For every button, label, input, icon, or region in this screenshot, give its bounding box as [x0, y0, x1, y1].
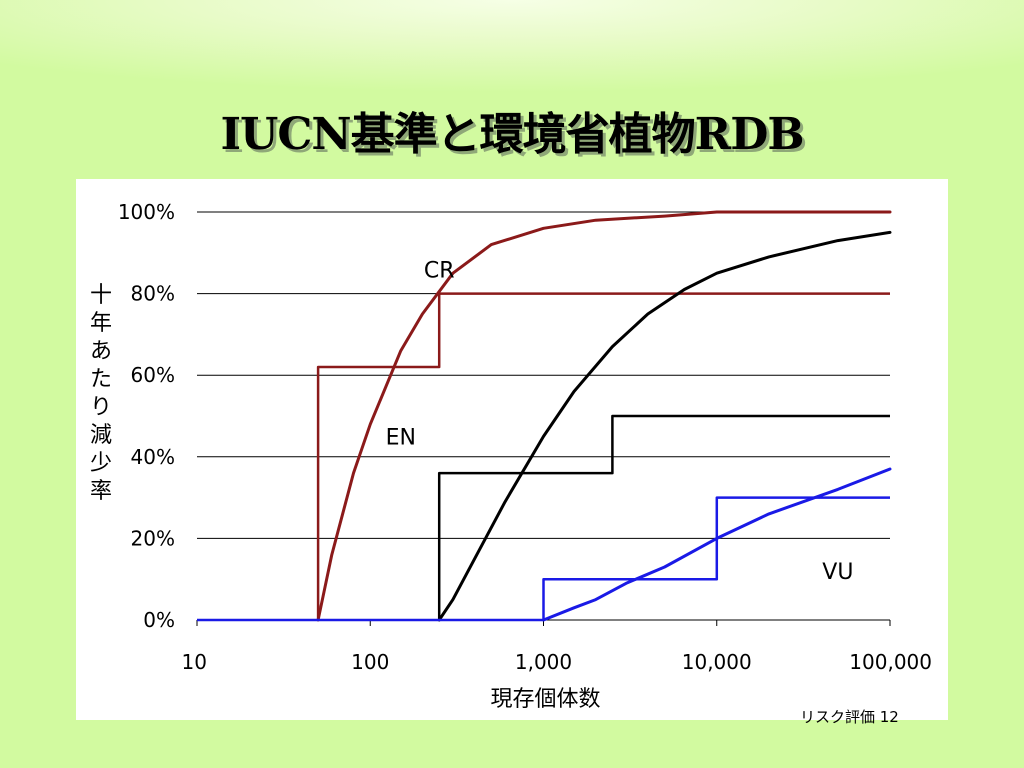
series-cr-step: [316, 292, 890, 620]
chart-panel: 0% 20% 40% 60% 80% 100% 10 100 1,000 10,000 100,00…: [76, 179, 948, 720]
y-tick-label: 60%: [131, 363, 175, 387]
chart-svg: 0% 20% 40% 60% 80% 100% 10 100 1,000 10,000 100,00…: [118, 200, 932, 712]
y-tick-label: 20%: [131, 526, 175, 550]
annotation-en: EN: [386, 426, 416, 451]
x-tick-label: 10,000: [682, 650, 752, 674]
y-axis-label-char: 十: [89, 283, 112, 308]
slide-title: IUCN基準と環境省植物RDB: [220, 109, 804, 160]
series-vu-curve: [542, 467, 892, 622]
slide-footer: リスク評価 12: [800, 708, 899, 726]
series-en-curve: [437, 230, 892, 622]
x-tick-label: 10: [182, 650, 207, 674]
y-axis-label: 十年あたり減少率: [84, 282, 118, 506]
x-axis-label: 現存個体数: [490, 687, 600, 712]
y-tick-label: 100%: [118, 200, 175, 224]
series-en-step: [437, 414, 890, 620]
series-cr-curve: [316, 210, 892, 622]
y-axis-label-char: 率: [89, 479, 112, 504]
y-tick-label: 80%: [131, 282, 175, 306]
x-tick-label: 100: [351, 650, 389, 674]
y-axis-label-char: た: [89, 367, 112, 392]
y-tick-label: 40%: [131, 445, 175, 469]
x-tick-label: 1,000: [515, 650, 572, 674]
y-axis-label-char: あ: [89, 339, 112, 364]
series-vu-step: [197, 496, 890, 622]
y-axis-label-char: 減: [89, 423, 112, 448]
y-axis-label-char: 年: [89, 311, 112, 336]
x-tick-label: 100,000: [849, 650, 932, 674]
y-axis-label-char: り: [89, 395, 112, 420]
annotation-cr: CR: [424, 258, 455, 283]
annotation-vu: VU: [822, 560, 853, 585]
y-axis-label-char: 少: [89, 451, 112, 476]
y-tick-label: 0%: [143, 608, 175, 632]
